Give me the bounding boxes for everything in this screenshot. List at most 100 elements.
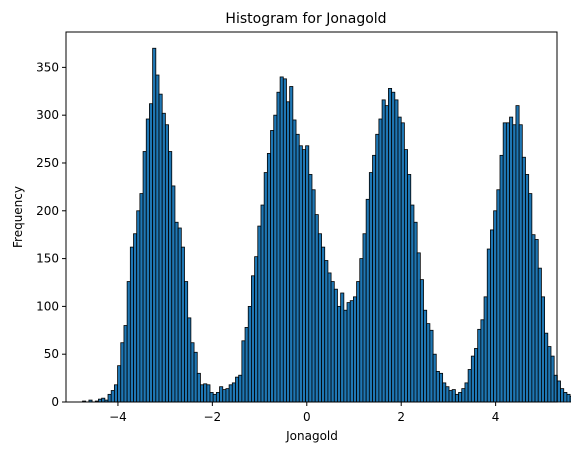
- histogram-bar: [273, 114, 278, 403]
- histogram-bar: [486, 248, 491, 403]
- histogram-bar: [321, 246, 326, 403]
- chart-title: Histogram for Jonagold: [225, 11, 386, 27]
- x-tick-label: −4: [109, 410, 127, 424]
- histogram-bar: [270, 130, 275, 403]
- histogram-bar: [512, 124, 517, 403]
- histogram-bar: [101, 397, 106, 403]
- histogram-bar: [541, 296, 546, 403]
- histogram-bar: [509, 116, 514, 403]
- histogram-bar: [235, 376, 240, 403]
- x-axis-label: Jonagold: [285, 429, 338, 443]
- y-tick-label: 350: [36, 60, 59, 74]
- histogram-bar: [397, 116, 402, 403]
- histogram-bar: [219, 386, 224, 403]
- x-axis: −4 −2 0 2 4: [109, 402, 499, 424]
- histogram-bar: [505, 122, 510, 403]
- histogram-bar: [174, 221, 179, 403]
- histogram-bar: [493, 210, 498, 403]
- histogram-bar: [314, 214, 319, 403]
- histogram-bar: [311, 189, 316, 403]
- histogram-bar: [372, 154, 377, 403]
- histogram-bar: [184, 281, 189, 403]
- histogram-bar: [212, 393, 217, 403]
- histogram-bar: [419, 279, 424, 403]
- histogram-bar: [295, 133, 300, 403]
- histogram-bar: [276, 91, 281, 403]
- bars-group: [82, 47, 571, 403]
- histogram-bar: [123, 325, 128, 403]
- histogram-bar: [340, 292, 345, 403]
- histogram-bar: [177, 227, 182, 403]
- histogram-bar: [362, 233, 367, 403]
- histogram-bar: [254, 256, 259, 403]
- histogram-bar: [298, 145, 303, 403]
- histogram-bar: [451, 389, 456, 403]
- histogram-bar: [349, 300, 354, 403]
- y-axis: 0 50 100 150 200 250 300 350: [36, 60, 66, 409]
- histogram-bar: [260, 204, 265, 403]
- histogram-bar: [180, 246, 185, 403]
- histogram-bar: [200, 384, 205, 403]
- x-tick-label: 2: [397, 410, 405, 424]
- y-tick-label: 100: [36, 299, 59, 313]
- y-tick-label: 0: [51, 395, 59, 409]
- histogram-bar: [206, 384, 211, 403]
- histogram-bar: [394, 99, 399, 403]
- histogram-bar: [168, 151, 173, 403]
- histogram-bar: [308, 174, 313, 403]
- histogram-bar: [375, 133, 380, 403]
- histogram-bar: [228, 384, 233, 403]
- histogram-bar: [381, 99, 386, 403]
- histogram-bar: [305, 145, 310, 403]
- histogram-bar: [525, 174, 530, 403]
- histogram-bar: [139, 193, 144, 403]
- histogram-bar: [120, 342, 125, 403]
- histogram-bar: [231, 382, 236, 403]
- histogram-bar: [448, 390, 453, 403]
- histogram-bar: [238, 374, 243, 403]
- y-tick-label: 150: [36, 252, 59, 266]
- histogram-bar: [152, 47, 157, 403]
- histogram-bar: [133, 233, 138, 403]
- histogram-bar: [327, 272, 332, 403]
- histogram-bar: [107, 393, 112, 403]
- histogram-bar: [337, 305, 342, 403]
- histogram-bar: [241, 340, 246, 403]
- histogram-bar: [429, 329, 434, 403]
- histogram-bar: [470, 355, 475, 403]
- histogram-bar: [142, 151, 147, 403]
- histogram-bar: [410, 204, 415, 403]
- histogram-bar: [187, 317, 192, 403]
- histogram-bar: [521, 156, 526, 403]
- histogram-bar: [518, 124, 523, 403]
- histogram-bar: [400, 122, 405, 403]
- y-axis-label: Frequency: [11, 186, 25, 248]
- histogram-bar: [302, 149, 306, 403]
- histogram-bar: [317, 233, 322, 403]
- histogram-bar: [203, 383, 208, 403]
- histogram-bar: [244, 327, 249, 403]
- histogram-bar: [403, 149, 408, 403]
- histogram-bar: [282, 78, 287, 403]
- histogram-bar: [454, 393, 459, 403]
- histogram-bar: [129, 246, 134, 403]
- histogram-bar: [388, 88, 393, 403]
- histogram-bar: [499, 154, 504, 403]
- histogram-bar: [333, 288, 338, 403]
- histogram-bar: [149, 103, 154, 403]
- histogram-bar: [563, 392, 568, 403]
- histogram-bar: [158, 93, 163, 403]
- histogram-bar: [480, 319, 485, 403]
- histogram-bar: [413, 221, 418, 403]
- histogram-bar: [196, 372, 201, 403]
- x-tick-label: 4: [492, 410, 500, 424]
- histogram-bar: [292, 119, 297, 403]
- y-tick-label: 250: [36, 156, 59, 170]
- histogram-bar: [368, 172, 373, 403]
- y-tick-label: 50: [44, 347, 59, 361]
- histogram-bar: [458, 392, 463, 403]
- histogram-bar: [263, 172, 268, 403]
- histogram-bar: [164, 124, 169, 403]
- histogram-bar: [289, 86, 294, 403]
- histogram-bar: [266, 153, 271, 403]
